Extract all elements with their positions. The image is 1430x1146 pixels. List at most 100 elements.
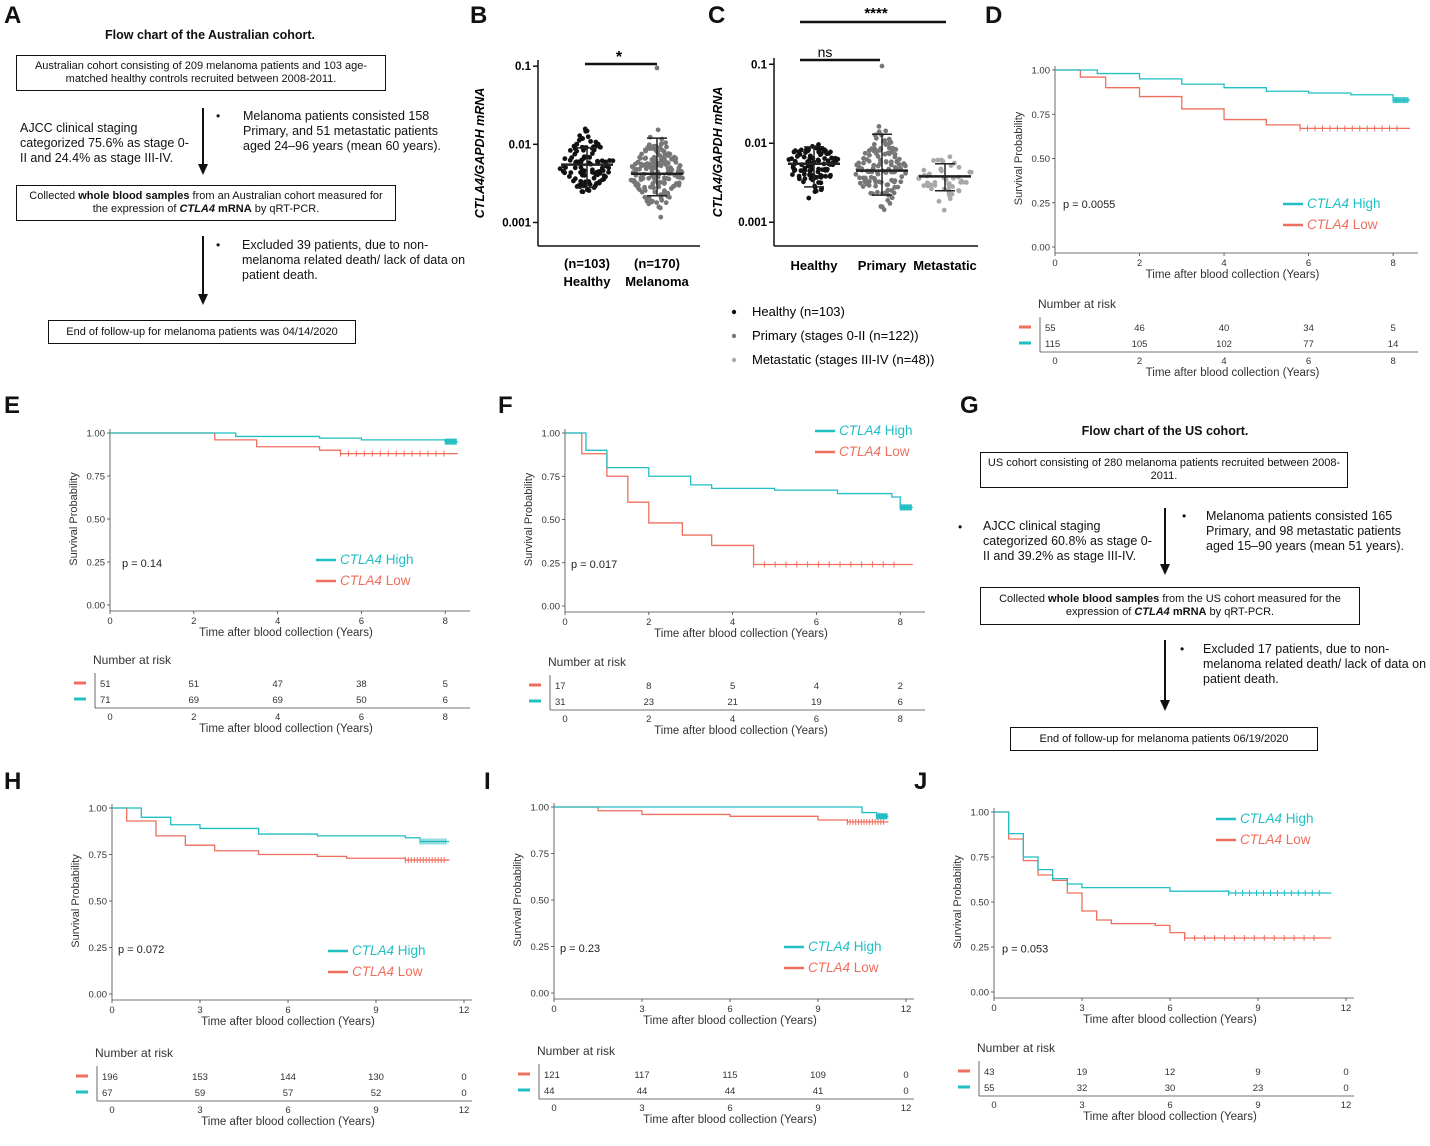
data-point	[967, 169, 973, 175]
risk-count: 51	[189, 679, 200, 690]
data-point	[871, 141, 877, 147]
data-point	[652, 189, 658, 195]
y-tick-label: 0.50	[971, 898, 990, 909]
data-point	[818, 174, 824, 180]
data-point	[801, 179, 806, 185]
data-point	[824, 166, 830, 172]
risk-count: 57	[283, 1088, 294, 1099]
data-point	[585, 134, 591, 140]
risk-x-tick-label: 9	[815, 1103, 820, 1114]
risk-count: 115	[1045, 339, 1060, 350]
data-point	[578, 159, 584, 165]
risk-table-title: Number at risk	[95, 1046, 174, 1060]
risk-count: 31	[555, 697, 566, 708]
risk-x-tick-label: 3	[639, 1103, 644, 1114]
risk-count: 23	[1253, 1083, 1264, 1094]
significance-label: *	[616, 49, 623, 66]
data-point	[569, 155, 575, 160]
x-axis-label: Time after blood collection (Years)	[1083, 1014, 1257, 1026]
risk-x-axis-label: Time after blood collection (Years)	[654, 725, 828, 737]
significance-label-all: ****	[864, 5, 888, 22]
p-value: p = 0.23	[560, 943, 600, 955]
data-point	[816, 180, 821, 185]
risk-x-tick-label: 8	[898, 714, 903, 725]
legend-level: Low	[1349, 217, 1378, 232]
data-point	[885, 182, 891, 188]
data-point	[671, 183, 677, 189]
data-point	[666, 153, 671, 159]
risk-x-axis-label: Time after blood collection (Years)	[199, 723, 373, 735]
data-point	[873, 135, 879, 141]
flowchart-a-arrow-1	[198, 108, 208, 175]
data-point	[646, 201, 652, 207]
data-point	[881, 207, 887, 213]
risk-x-axis-label: Time after blood collection (Years)	[643, 1114, 817, 1126]
risk-x-axis-label: Time after blood collection (Years)	[1146, 367, 1320, 379]
data-point	[903, 170, 908, 176]
p-value: p = 0.0055	[1063, 199, 1115, 211]
data-point	[807, 153, 813, 159]
risk-x-tick-label: 0	[1052, 356, 1057, 367]
data-point	[882, 151, 888, 157]
panel-letter-g: G	[960, 392, 979, 419]
bullet: •	[1180, 642, 1185, 656]
data-point	[828, 172, 833, 178]
data-point	[862, 175, 868, 181]
legend-level: Low	[850, 960, 879, 975]
x-tick-label: 3	[1079, 1003, 1084, 1014]
y-axis-label: Survival Probability	[952, 855, 964, 949]
risk-count: 47	[272, 679, 283, 690]
flowchart-g-arrow-2	[1160, 640, 1170, 711]
risk-count: 19	[1077, 1067, 1088, 1078]
data-point	[947, 154, 953, 160]
data-point	[860, 184, 866, 189]
y-tick-label: 0.00	[89, 990, 108, 1001]
y-tick-label: 0.1	[515, 61, 532, 73]
data-point	[822, 156, 828, 161]
data-point	[562, 156, 568, 162]
data-point	[823, 173, 829, 179]
data-point	[665, 160, 671, 166]
data-point	[798, 168, 804, 174]
risk-count: 5	[1390, 323, 1395, 334]
data-point-outlier	[654, 65, 660, 71]
risk-x-tick-label: 2	[1137, 356, 1142, 367]
risk-count: 34	[1303, 323, 1314, 334]
survival-curve	[1055, 69, 1410, 130]
x-tick-label: 12	[901, 1004, 912, 1015]
y-tick-label: 0.50	[531, 896, 550, 907]
y-tick-label: 0.25	[1032, 198, 1051, 209]
data-point	[821, 147, 827, 153]
risk-x-tick-label: 0	[109, 1105, 114, 1116]
x-tick-label: 6	[727, 1004, 732, 1015]
data-point	[658, 179, 664, 185]
y-tick-label: 1.00	[87, 429, 106, 440]
y-tick-label: 0.75	[1032, 110, 1051, 121]
data-point	[637, 187, 642, 192]
risk-count: 0	[903, 1086, 908, 1097]
data-point	[956, 188, 962, 193]
x-tick-label: 6	[285, 1005, 290, 1016]
bullet: •	[216, 238, 221, 252]
data-point	[867, 152, 872, 158]
risk-count: 23	[644, 697, 655, 708]
y-axis-label: CTLA4/GAPDH mRNA	[711, 87, 725, 218]
data-point	[903, 163, 908, 169]
legend-gene: CTLA4	[352, 943, 394, 958]
risk-table-title: Number at risk	[1038, 297, 1117, 311]
y-tick-label: 0.25	[531, 942, 550, 953]
risk-x-tick-label: 6	[1167, 1100, 1172, 1111]
risk-table-title: Number at risk	[548, 655, 627, 669]
legend-gene: CTLA4	[808, 960, 850, 975]
flowchart-g-patients-note: Melanoma patients consisted 165 Primary,…	[1206, 509, 1405, 553]
x-tick-label: 9	[373, 1005, 378, 1016]
data-point	[898, 179, 904, 185]
risk-count: 6	[898, 697, 903, 708]
legend-label: CTLA4 High	[1240, 811, 1314, 826]
risk-x-tick-label: 6	[1306, 356, 1311, 367]
y-tick-label: 0.75	[89, 850, 108, 861]
data-point	[591, 175, 597, 181]
data-point	[921, 183, 927, 189]
data-point	[557, 166, 563, 172]
data-point	[639, 151, 645, 157]
